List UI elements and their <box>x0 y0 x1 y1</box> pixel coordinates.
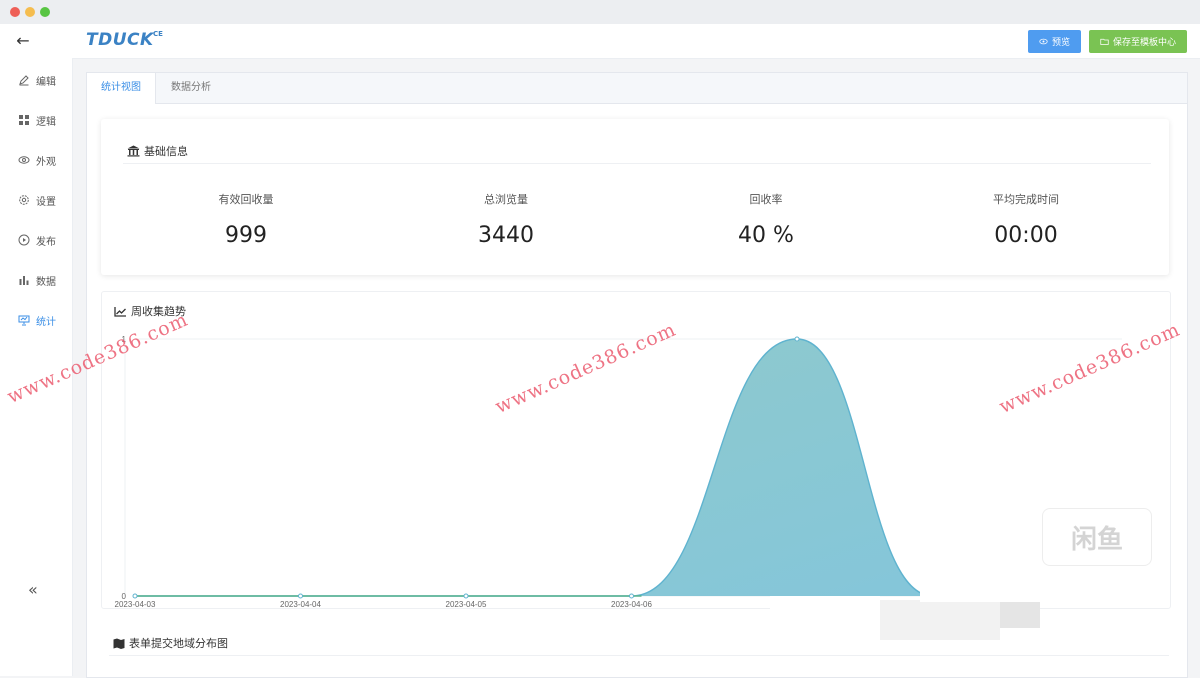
weekly-trend-title: 周收集趋势 <box>114 303 186 319</box>
divider <box>109 655 1169 656</box>
line-chart-icon <box>114 306 126 317</box>
tab-data-analysis[interactable]: 数据分析 <box>171 82 211 93</box>
gear-icon <box>18 194 30 206</box>
sidebar-item-data[interactable]: 数据 <box>0 268 72 292</box>
folder-icon <box>1100 38 1109 45</box>
x-tick-label: 2023-04-05 <box>446 600 487 608</box>
sidebar: 编辑 逻辑 外观 设置 发布 数据 统计 « <box>0 58 73 676</box>
x-tick-label: 2023-04-03 <box>115 600 156 608</box>
edit-icon <box>18 74 30 86</box>
x-tick-label: 2023-04-04 <box>280 600 321 608</box>
save-to-template-button[interactable]: 保存至模板中心 <box>1089 30 1187 53</box>
maximize-window-button[interactable] <box>40 7 50 17</box>
sidebar-item-label: 设置 <box>36 196 56 208</box>
data-point <box>132 593 138 599</box>
sidebar-item-appearance[interactable]: 外观 <box>0 148 72 172</box>
sidebar-item-label: 发布 <box>36 236 56 248</box>
save-to-template-label: 保存至模板中心 <box>1112 38 1176 48</box>
stat-value: 999 <box>225 223 267 248</box>
stat-label: 有效回收量 <box>218 193 274 206</box>
map-icon <box>113 638 125 649</box>
sidebar-item-statistics[interactable]: 统计 <box>0 308 72 332</box>
grid-icon <box>18 114 30 126</box>
data-point <box>629 593 634 599</box>
stat-value: 40 % <box>738 223 794 248</box>
bank-icon <box>127 145 140 157</box>
sidebar-item-settings[interactable]: 设置 <box>0 188 72 212</box>
sidebar-item-label: 编辑 <box>36 76 56 88</box>
app-header: ← TDUCK CE 预览 保存至模板中心 <box>0 24 1200 59</box>
weekly-trend-title-text: 周收集趋势 <box>131 305 186 318</box>
obscured-region <box>920 568 1160 602</box>
eye-icon <box>18 154 30 166</box>
obscured-region <box>770 596 880 640</box>
window-titlebar <box>0 0 1200 25</box>
region-map-title-text: 表单提交地域分布图 <box>129 637 228 650</box>
arrow-left-icon[interactable]: ← <box>16 31 30 50</box>
sidebar-item-label: 外观 <box>36 156 56 168</box>
presentation-icon <box>18 314 30 326</box>
preview-button[interactable]: 预览 <box>1028 30 1081 53</box>
data-point <box>794 336 800 342</box>
sidebar-item-edit[interactable]: 编辑 <box>0 68 72 92</box>
weekly-trend-card: 周收集趋势 0 1 2023-04-03 2023-04-04 2023-04-05 20… <box>101 291 1171 609</box>
y-tick-label: 1 <box>122 335 127 344</box>
data-point <box>463 593 469 599</box>
data-point <box>298 593 303 599</box>
stat-value: 00:00 <box>994 223 1058 248</box>
bar-chart-icon <box>18 274 30 286</box>
preview-button-label: 预览 <box>1051 38 1070 48</box>
stat-label: 回收率 <box>749 193 783 206</box>
stat-valid-submissions: 有效回收量 999 <box>146 191 346 248</box>
eye-icon <box>1039 38 1048 45</box>
stat-label: 平均完成时间 <box>993 193 1059 206</box>
basic-info-card: 基础信息 有效回收量 999 总浏览量 3440 回收率 40 % 平均完成时间… <box>101 119 1169 275</box>
sidebar-item-logic[interactable]: 逻辑 <box>0 108 72 132</box>
watermark-logo: 闲鱼 <box>1042 508 1152 566</box>
divider <box>123 163 1151 164</box>
sidebar-item-label: 统计 <box>36 316 56 328</box>
stat-avg-completion-time: 平均完成时间 00:00 <box>926 191 1126 248</box>
basic-info-title-text: 基础信息 <box>144 145 188 158</box>
stat-recovery-rate: 回收率 40 % <box>666 191 866 248</box>
area-fill <box>135 339 933 596</box>
basic-info-title: 基础信息 <box>127 143 188 159</box>
close-window-button[interactable] <box>10 7 20 17</box>
stat-value: 3440 <box>478 223 534 248</box>
obscured-region <box>880 600 1000 640</box>
y-tick-label: 0 <box>122 592 127 601</box>
stat-total-views: 总浏览量 3440 <box>406 191 606 248</box>
app-logo-edition: CE <box>153 30 163 38</box>
sidebar-item-label: 逻辑 <box>36 116 56 128</box>
obscured-region <box>1000 600 1040 628</box>
stat-label: 总浏览量 <box>484 193 528 206</box>
play-circle-icon <box>18 234 30 246</box>
x-tick-label: 2023-04-06 <box>611 600 652 608</box>
double-chevron-left-icon[interactable]: « <box>28 580 38 599</box>
tab-bar: 统计视图 数据分析 <box>87 73 1187 104</box>
sidebar-item-publish[interactable]: 发布 <box>0 228 72 252</box>
tab-statistics-view[interactable]: 统计视图 <box>87 73 156 104</box>
region-map-title: 表单提交地域分布图 <box>113 635 228 651</box>
sidebar-item-label: 数据 <box>36 276 56 288</box>
minimize-window-button[interactable] <box>25 7 35 17</box>
app-logo: TDUCK <box>86 30 154 50</box>
